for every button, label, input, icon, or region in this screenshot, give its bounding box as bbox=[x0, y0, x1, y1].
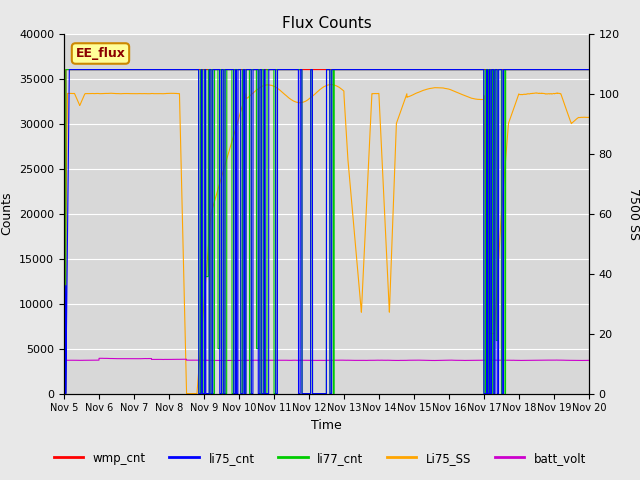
Y-axis label: 7500 SS: 7500 SS bbox=[627, 188, 640, 240]
Title: Flux Counts: Flux Counts bbox=[282, 16, 371, 31]
Text: EE_flux: EE_flux bbox=[76, 47, 125, 60]
Y-axis label: Counts: Counts bbox=[1, 192, 13, 235]
X-axis label: Time: Time bbox=[311, 419, 342, 432]
Legend: wmp_cnt, li75_cnt, li77_cnt, Li75_SS, batt_volt: wmp_cnt, li75_cnt, li77_cnt, Li75_SS, ba… bbox=[49, 447, 591, 469]
